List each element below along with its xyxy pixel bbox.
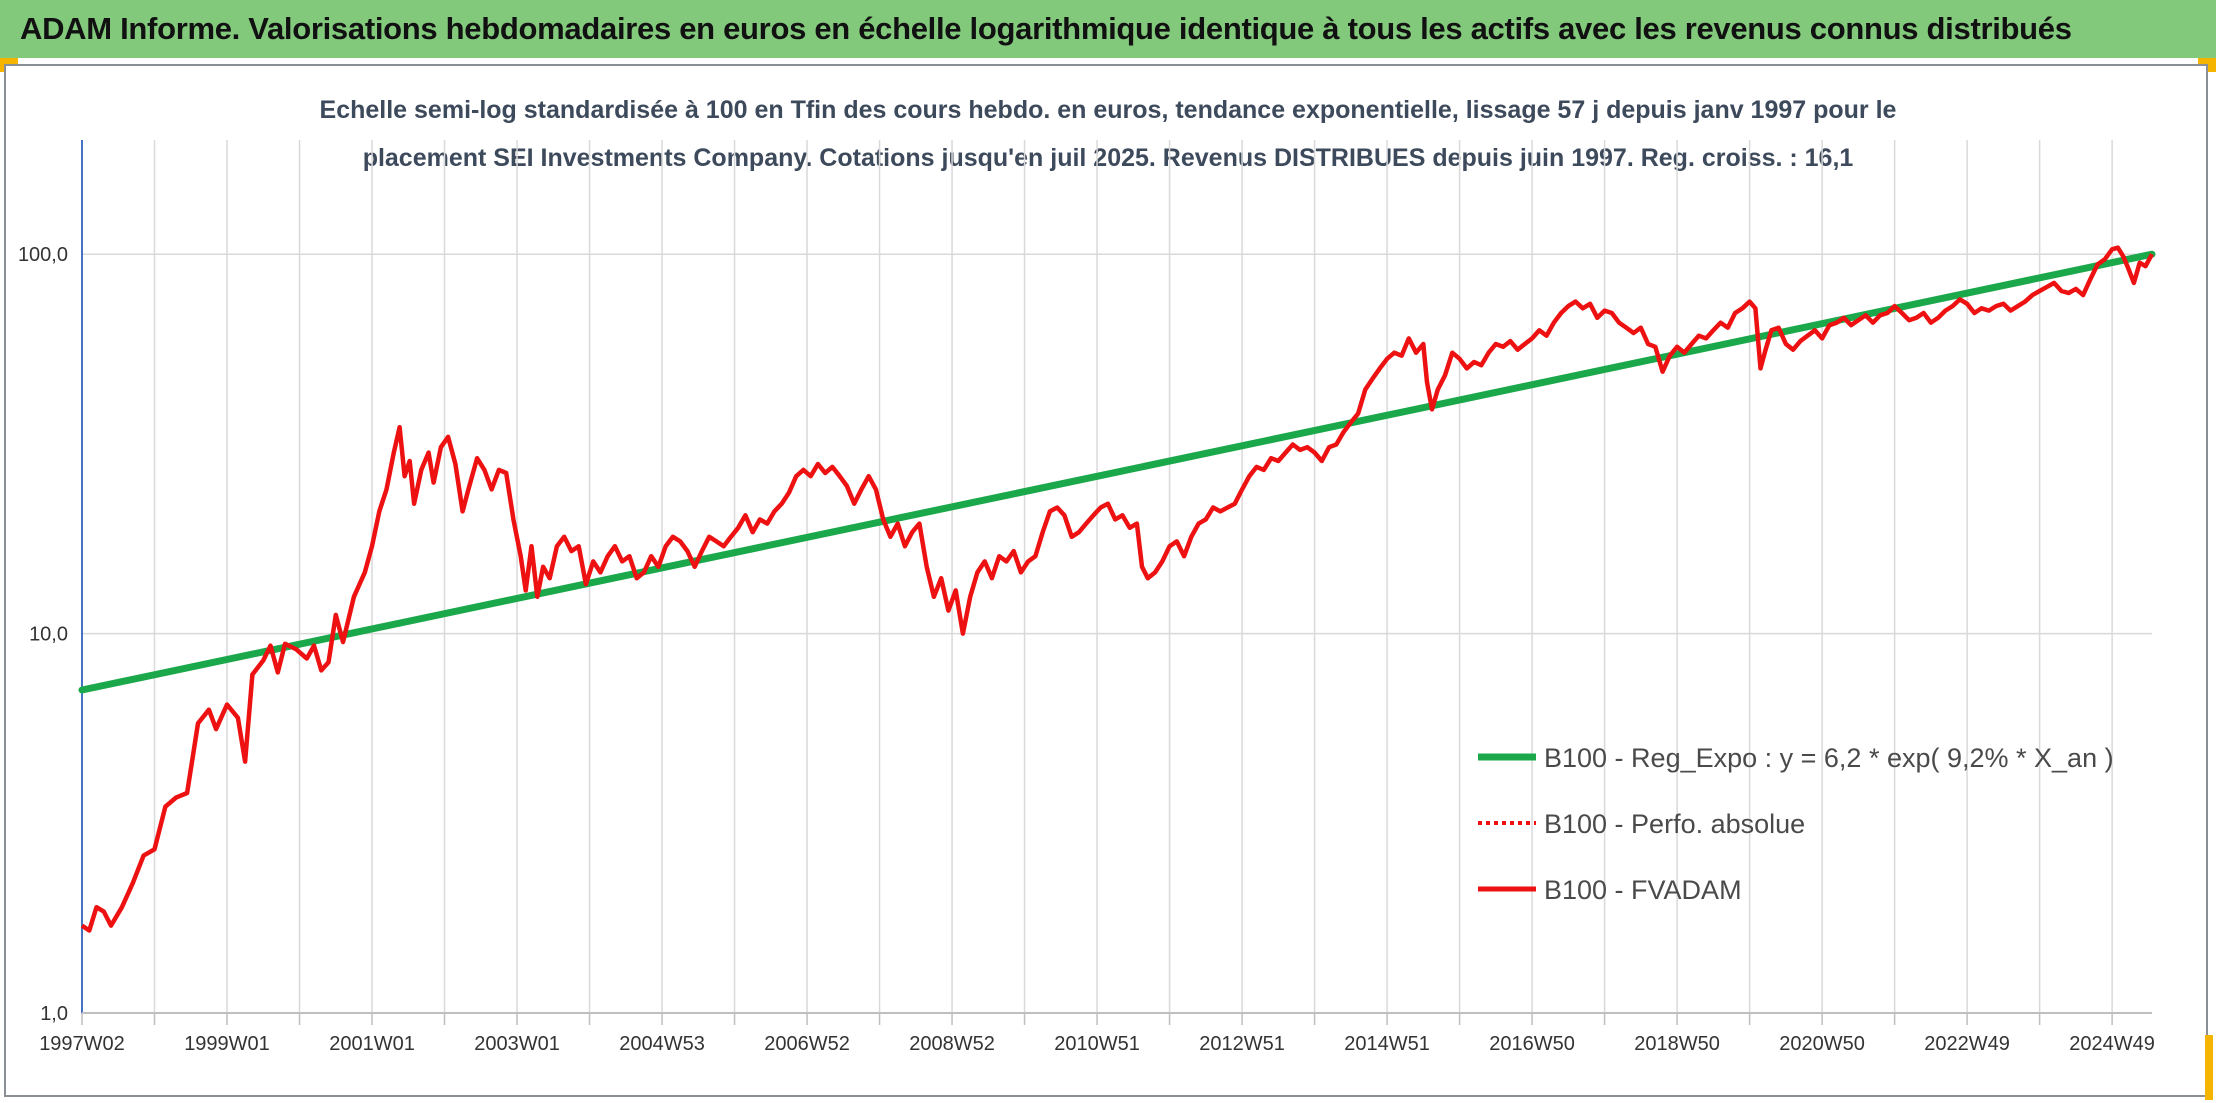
- x-tick-label: 2012W51: [1199, 1033, 1285, 1055]
- y-tick-label: 100,0: [18, 244, 68, 266]
- grid-layer: [82, 140, 2152, 1014]
- chart-title-line-1: Echelle semi-log standardisée à 100 en T…: [319, 96, 1897, 124]
- x-tick-label: 2018W50: [1634, 1033, 1720, 1055]
- legend: B100 - Reg_Expo : y = 6,2 * exp( 9,2% * …: [1478, 743, 2114, 905]
- x-tick-label: 2004W53: [619, 1033, 705, 1055]
- x-tick-label: 2014W51: [1344, 1033, 1430, 1055]
- x-tick-label: 2024W49: [2069, 1033, 2155, 1055]
- x-tick-label: 2006W52: [764, 1033, 850, 1055]
- x-tick-label: 2020W50: [1779, 1033, 1865, 1055]
- x-tick-label: 1997W02: [39, 1033, 125, 1055]
- y-tick-label: 1,0: [40, 1003, 68, 1025]
- series-regression-line: [78, 250, 2156, 694]
- axis-layer: 1,0 10,0 100,0 1997W02 1999W01 2001W01 2003W01…: [18, 140, 2155, 1055]
- header-banner: ADAM Informe. Valorisations hebdomadaire…: [0, 0, 2216, 58]
- legend-label: B100 - Perfo. absolue: [1544, 809, 1805, 839]
- x-tick-label: 2003W01: [474, 1033, 560, 1055]
- series-layer: [78, 245, 2156, 933]
- x-tick-label: 1999W01: [184, 1033, 270, 1055]
- x-tick-label: 2022W49: [1924, 1033, 2010, 1055]
- x-tick-label: 2016W50: [1489, 1033, 1575, 1055]
- x-tick-label: 2010W51: [1054, 1033, 1140, 1055]
- x-tick-label: 2001W01: [329, 1033, 415, 1055]
- x-tick-label: 2008W52: [909, 1033, 995, 1055]
- corner-marker-bottom-right: [2205, 1035, 2213, 1100]
- y-tick-label: 10,0: [29, 624, 68, 646]
- page-title: ADAM Informe. Valorisations hebdomadaire…: [20, 11, 2072, 46]
- legend-label: B100 - FVADAM: [1544, 875, 1742, 905]
- legend-label: B100 - Reg_Expo : y = 6,2 * exp( 9,2% * …: [1544, 743, 2114, 773]
- series-fvadam-line: [80, 245, 2154, 933]
